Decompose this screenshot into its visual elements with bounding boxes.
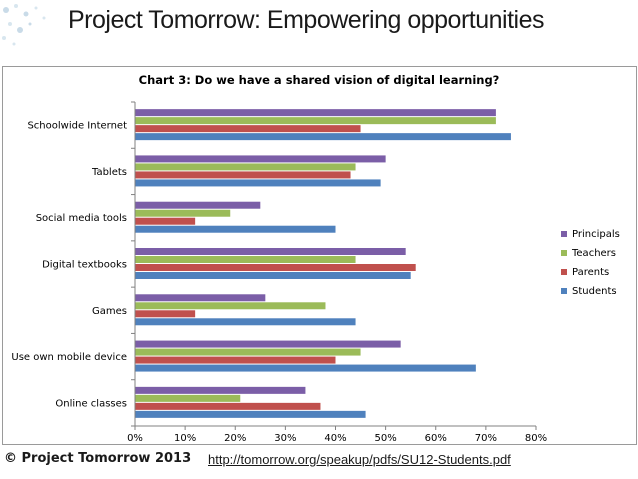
x-tick-label: 60% [425, 433, 447, 444]
bar-students-3 [135, 272, 411, 279]
bar-students-4 [135, 318, 356, 326]
bar-parents-0 [135, 125, 361, 133]
category-label: Use own mobile device [11, 352, 127, 363]
chart-title: Chart 3: Do we have a shared vision of d… [139, 73, 500, 87]
legend-label-parents: Parents [572, 267, 609, 278]
bar-principals-4 [135, 294, 266, 302]
bar-teachers-0 [135, 117, 496, 125]
legend-label-teachers: Teachers [571, 248, 616, 259]
bar-students-5 [135, 364, 476, 372]
footer-source-link[interactable]: http://tomorrow.org/speakup/pdfs/SU12-St… [208, 452, 511, 467]
x-tick-label: 50% [375, 433, 397, 444]
category-label: Schoolwide Internet [27, 121, 127, 132]
legend-label-principals: Principals [572, 229, 620, 240]
bar-principals-6 [135, 386, 306, 394]
chart: Chart 3: Do we have a shared vision of d… [11, 73, 620, 444]
bar-parents-6 [135, 402, 321, 410]
legend-swatch-principals [561, 231, 567, 237]
x-tick-label: 30% [274, 433, 296, 444]
slide-title: Project Tomorrow: Empowering opportuniti… [68, 6, 545, 34]
bar-teachers-5 [135, 348, 361, 356]
category-label: Digital textbooks [42, 260, 127, 271]
bar-teachers-4 [135, 302, 326, 310]
x-tick-label: 20% [224, 433, 246, 444]
x-tick-label: 0% [127, 433, 143, 444]
x-tick-label: 70% [475, 433, 497, 444]
bar-principals-3 [135, 248, 406, 255]
bar-teachers-3 [135, 256, 356, 263]
bar-parents-2 [135, 217, 196, 225]
bar-students-2 [135, 225, 336, 233]
chart-frame: Chart 3: Do we have a shared vision of d… [2, 66, 637, 445]
bar-students-0 [135, 133, 511, 141]
bar-teachers-1 [135, 163, 356, 171]
x-tick-label: 80% [525, 433, 547, 444]
bar-principals-1 [135, 155, 386, 163]
bar-principals-2 [135, 201, 261, 209]
category-label: Tablets [91, 167, 127, 178]
bar-teachers-6 [135, 394, 241, 402]
legend-swatch-students [561, 288, 567, 294]
decorative-dots [2, 4, 46, 46]
bar-parents-5 [135, 356, 336, 364]
bar-principals-0 [135, 109, 496, 117]
x-tick-label: 40% [324, 433, 346, 444]
legend-swatch-teachers [561, 250, 567, 256]
legend-swatch-parents [561, 269, 567, 275]
category-label: Games [92, 306, 127, 317]
bar-students-1 [135, 179, 381, 187]
legend-label-students: Students [572, 286, 617, 297]
category-label: Social media tools [36, 213, 127, 224]
bar-teachers-2 [135, 209, 231, 217]
bar-principals-5 [135, 340, 401, 348]
bar-parents-1 [135, 171, 351, 179]
category-label: Online classes [55, 398, 127, 409]
bar-students-6 [135, 410, 366, 418]
x-tick-label: 10% [174, 433, 196, 444]
footer-copyright: © Project Tomorrow 2013 [4, 451, 192, 466]
bar-parents-3 [135, 264, 416, 271]
bar-parents-4 [135, 310, 196, 318]
